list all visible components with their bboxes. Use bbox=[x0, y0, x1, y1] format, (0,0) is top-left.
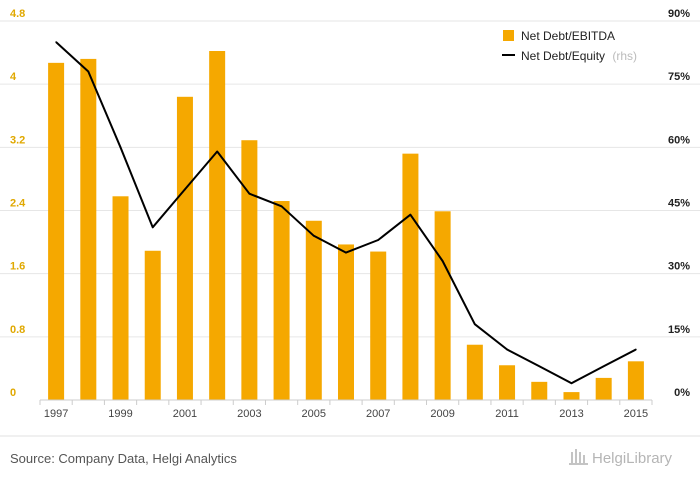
bar-2011 bbox=[499, 365, 516, 400]
line-series-net-debt-equity bbox=[55, 41, 637, 385]
left-axis-tick-label: 4.8 bbox=[10, 8, 25, 20]
line-point-2012 bbox=[538, 365, 541, 368]
legend-label-ebitda: Net Debt/EBITDA bbox=[521, 29, 615, 43]
line-point-1997 bbox=[55, 41, 57, 43]
bar-2014 bbox=[595, 377, 612, 400]
library-building-icon bbox=[569, 449, 588, 465]
right-axis-tick-label: 15% bbox=[668, 324, 690, 336]
x-axis-tick-label: 2015 bbox=[624, 408, 648, 420]
right-axis-tick-label: 0% bbox=[674, 387, 690, 399]
line-point-1998 bbox=[87, 70, 90, 73]
bar-2009 bbox=[434, 211, 451, 400]
bar-series-net-debt-ebitda bbox=[48, 51, 644, 401]
right-axis-ticks: 0% 15% 30% 45% 60% 75% 90% bbox=[668, 8, 690, 399]
line-point-2009 bbox=[441, 260, 444, 262]
line-point-2008 bbox=[409, 213, 412, 216]
right-axis-tick-label: 45% bbox=[668, 198, 690, 210]
bar-1997 bbox=[48, 62, 65, 401]
line-point-2000 bbox=[151, 226, 154, 229]
bar-2006 bbox=[338, 244, 354, 400]
x-axis-tick-label: 1999 bbox=[108, 408, 132, 420]
left-axis-tick-label: 3.2 bbox=[10, 134, 25, 146]
left-axis-tick-label: 1.6 bbox=[10, 261, 25, 273]
bar-2015 bbox=[627, 361, 644, 400]
left-axis-tick-label: 2.4 bbox=[10, 198, 26, 210]
line-point-2014 bbox=[602, 365, 605, 368]
line-point-2010 bbox=[474, 323, 476, 326]
source-text: Source: Company Data, Helgi Analytics bbox=[10, 451, 237, 466]
legend-label-equity: Net Debt/Equity (rhs) bbox=[521, 49, 637, 63]
x-axis: 1997 1999 2001 2003 2005 2007 2009 2011 2013 2015 bbox=[39, 399, 653, 420]
line-point-2001 bbox=[184, 188, 186, 191]
line-point-1999 bbox=[119, 146, 122, 149]
x-axis-tick-label: 2007 bbox=[366, 408, 390, 420]
x-axis-tick-label: 1997 bbox=[44, 408, 68, 420]
right-axis-tick-label: 30% bbox=[668, 261, 690, 273]
x-axis-tick-label: 2013 bbox=[559, 408, 583, 420]
bar-2008 bbox=[402, 153, 419, 400]
line-point-2013 bbox=[570, 382, 573, 384]
bar-2007 bbox=[370, 251, 387, 400]
bar-2012 bbox=[531, 381, 548, 400]
line-point-2007 bbox=[377, 239, 380, 241]
line-point-2011 bbox=[506, 348, 508, 351]
bar-2002 bbox=[209, 51, 226, 401]
right-axis-tick-label: 75% bbox=[668, 71, 690, 83]
left-axis-tick-label: 0.8 bbox=[10, 324, 25, 336]
bar-2001 bbox=[176, 96, 193, 401]
x-axis-tick-label: 2003 bbox=[237, 408, 261, 420]
bar-1999 bbox=[112, 196, 129, 400]
bar-2010 bbox=[466, 344, 483, 400]
bar-2013 bbox=[563, 392, 580, 400]
line-point-2015 bbox=[635, 348, 637, 351]
bar-2000 bbox=[144, 250, 161, 400]
bar-2004 bbox=[273, 201, 290, 400]
right-axis-tick-label: 90% bbox=[668, 8, 690, 20]
bar-2005 bbox=[305, 220, 322, 400]
left-axis-ticks: 0 0.8 1.6 2.4 3.2 4 4.8 bbox=[10, 8, 26, 399]
x-axis-tick-label: 2001 bbox=[173, 408, 197, 420]
line-point-2004 bbox=[280, 205, 283, 208]
bar-2003 bbox=[241, 140, 258, 400]
bar-1998 bbox=[80, 58, 97, 401]
line-point-2006 bbox=[345, 251, 347, 254]
x-axis-tick-label: 2009 bbox=[430, 408, 454, 420]
legend: Net Debt/EBITDA Net Debt/Equity (rhs) bbox=[502, 29, 637, 63]
x-axis-tick-label: 2005 bbox=[302, 408, 326, 420]
x-axis-tick-label: 2011 bbox=[495, 408, 519, 420]
helgi-library-logo: HelgiLibrary bbox=[569, 449, 673, 467]
line-point-2002 bbox=[216, 150, 218, 153]
right-axis-tick-label: 60% bbox=[668, 134, 690, 146]
line-point-2003 bbox=[248, 192, 251, 195]
line-point-2005 bbox=[312, 234, 315, 237]
legend-bar-swatch bbox=[503, 30, 514, 41]
brand-text: HelgiLibrary bbox=[592, 450, 673, 467]
left-axis-tick-label: 0 bbox=[10, 387, 16, 399]
legend-label-equity-name: Net Debt/Equity bbox=[521, 49, 605, 63]
left-axis-tick-label: 4 bbox=[10, 71, 17, 83]
legend-label-rhs: (rhs) bbox=[612, 49, 637, 63]
